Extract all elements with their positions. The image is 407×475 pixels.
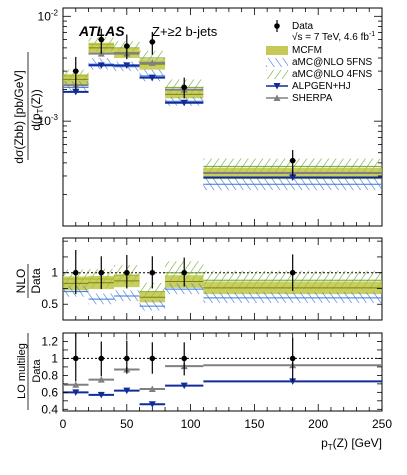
legend-energy-label: √s = 7 TeV, 4.6 fb-1 (292, 31, 375, 43)
top-panel-frame (62, 7, 383, 227)
top-data-point-4 (181, 84, 188, 91)
legend-label-data: Data (292, 21, 314, 32)
lo-data-point-2 (124, 355, 130, 362)
x-tick-label-0: 0 (60, 417, 67, 431)
legend-symbol-amcnlo-4fns (266, 70, 288, 79)
lo-ytick-label-1: 1 (51, 351, 58, 365)
nlo-ylabel-num: NLO (14, 269, 28, 294)
nlo-data-point-1 (98, 269, 105, 276)
lo-ytick-label-0.8: 0.8 (41, 368, 58, 382)
top-alpgen-marker-0 (72, 88, 80, 96)
legend-label-sherpa: SHERPA (292, 93, 333, 104)
nlo-data-point-5 (289, 269, 296, 276)
top-ylabel-upper: dσ(Zbb) [pb/GeV] (12, 70, 26, 163)
nlo-ytick-label-1: 1 (51, 266, 58, 280)
top-data-point-1 (98, 36, 105, 43)
top-ytick-label-base-0: 10 (38, 9, 52, 23)
lo-ytick-label-0.6: 0.6 (41, 385, 58, 399)
legend-symbol-amcnlo-5fns (266, 58, 288, 67)
top-ytick-label-exp-0: -2 (51, 8, 59, 17)
nlo-ylabel-den: Data (29, 268, 43, 294)
top-alpgen-marker-4 (180, 99, 188, 107)
top-ylabel-denom: d(p (29, 113, 43, 131)
top-ylabel-denom-tail: (Z)) (29, 89, 43, 108)
x-axis-title-p: p (321, 436, 328, 450)
legend-symbol-mcfm (266, 46, 288, 55)
lo-sherpa-marker-3 (148, 385, 156, 392)
legend-symbol-alpgen (273, 83, 281, 90)
top-ytick-label-exp-1: -3 (51, 113, 59, 122)
x-axis-title: pT(Z) [GeV] (321, 436, 382, 452)
lo-ylabel-num: LO multileg (16, 343, 28, 399)
lo-data-point-1 (98, 355, 105, 362)
top-ylabel-main: dσ(Zbb) (12, 121, 26, 164)
nlo-data-point-3 (149, 269, 156, 276)
nlo-data-point-4 (181, 269, 188, 276)
top-alpgen-marker-5 (289, 174, 297, 182)
top-alpgen-marker-3 (148, 74, 156, 82)
top-ytick-label-0: 10-2 (38, 8, 59, 23)
lo-ylabel-den: Data (31, 359, 43, 383)
nlo-panel-plot (63, 249, 382, 311)
legend-label-mcfm: MCFM (292, 45, 322, 56)
lo-ytick-label-1.2: 1.2 (41, 334, 58, 348)
top-data-point-0 (72, 68, 79, 74)
top-ylabel-unit: [pb/GeV] (12, 70, 26, 117)
lo-alpgen-marker-0 (72, 389, 80, 396)
process-label: Z+≥2 b-jets (152, 24, 218, 39)
top-data-point-2 (124, 43, 130, 49)
x-axis-title-sub: T (328, 443, 333, 452)
top-ytick-label-base-1: 10 (38, 114, 52, 128)
legend-label-alpgen: ALPGEN+HJ (292, 81, 351, 92)
lo-alpgen-marker-1 (97, 391, 105, 399)
legend-energy-sup: -1 (369, 31, 375, 38)
legend: Data √s = 7 TeV, 4.6 fb-1 MCFM aMC@NLO 5… (266, 20, 375, 104)
lo-data-point-5 (289, 355, 296, 362)
nlo-amcnlo-5fns-band-3 (139, 300, 166, 311)
lo-data-point-0 (72, 355, 79, 362)
lo-alpgen-marker-5 (289, 378, 297, 385)
x-tick-label-200: 200 (308, 417, 328, 431)
lo-data-point-4 (181, 355, 188, 362)
lo-ytick-label-0.4: 0.4 (41, 402, 58, 416)
top-panel-plot (63, 28, 382, 191)
top-ytick-label-1: 10-3 (38, 113, 59, 128)
top-alpgen-marker-2 (123, 62, 131, 69)
atlas-label: ATLAS (78, 23, 125, 39)
lo-panel-frame (62, 332, 383, 412)
lo-alpgen-marker-2 (123, 387, 131, 395)
x-tick-label-50: 50 (120, 417, 134, 431)
x-tick-label-150: 150 (244, 417, 264, 431)
lo-alpgen-marker-4 (180, 382, 188, 390)
top-ylabel-denom-sub: T (36, 108, 45, 113)
x-axis-title-tail: (Z) [GeV] (333, 436, 382, 450)
legend-label-amcnlo-4fns: aMC@NLO 4FNS (292, 69, 372, 80)
legend-energy-text: √s = 7 TeV, 4.6 fb (292, 31, 369, 43)
top-data-point-3 (149, 39, 156, 45)
nlo-ytick-label-0.5: 0.5 (41, 297, 58, 311)
legend-symbol-data (274, 23, 280, 29)
nlo-data-point-0 (72, 269, 79, 276)
x-tick-label-250: 250 (372, 417, 392, 431)
top-data-point-5 (289, 157, 296, 164)
x-tick-label-100: 100 (181, 417, 201, 431)
lo-panel-plot (63, 333, 382, 408)
top-ylabel-lower: d(pT(Z)) (29, 89, 45, 131)
lo-data-point-3 (149, 355, 156, 362)
lo-sherpa-marker-0 (72, 381, 80, 388)
top-sherpa-marker-3 (148, 59, 156, 66)
nlo-data-point-2 (124, 269, 130, 276)
top-alpgen-marker-1 (97, 62, 105, 69)
lo-sherpa-marker-1 (97, 376, 105, 383)
legend-symbol-sherpa (273, 94, 281, 101)
lo-alpgen-marker-3 (148, 401, 156, 408)
legend-label-amcnlo-5fns: aMC@NLO 5FNS (292, 57, 372, 68)
